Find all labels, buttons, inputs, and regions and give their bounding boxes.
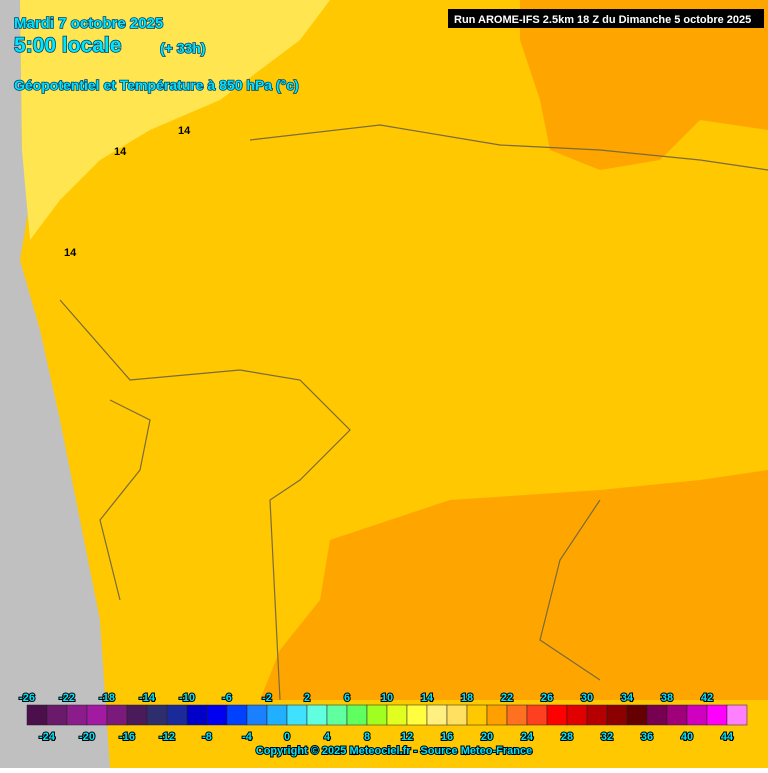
contour-label: 14 xyxy=(178,125,191,137)
scale-swatch xyxy=(206,704,228,726)
lead-time: (+ 33h) xyxy=(160,40,206,56)
scale-label: 38 xyxy=(661,692,673,704)
scale-label: 2 xyxy=(304,692,310,704)
scale-swatch xyxy=(46,704,68,726)
scale-swatch xyxy=(586,704,608,726)
scale-swatch xyxy=(606,704,628,726)
hot-zone xyxy=(520,0,768,170)
scale-label: 0 xyxy=(284,731,290,743)
scale-label: 16 xyxy=(441,731,453,743)
scale-swatch xyxy=(686,704,708,726)
scale-label: -22 xyxy=(59,692,75,704)
run-box xyxy=(448,9,764,28)
scale-swatch xyxy=(346,704,368,726)
scale-label: 14 xyxy=(421,692,434,704)
scale-swatch xyxy=(226,704,248,726)
scale-swatch xyxy=(406,704,428,726)
scale-swatch xyxy=(166,704,188,726)
scale-label: 34 xyxy=(621,692,634,704)
scale-label: -2 xyxy=(262,692,272,704)
border xyxy=(59,299,351,701)
scale-label: -4 xyxy=(242,731,253,743)
contour-label: 14 xyxy=(64,247,77,259)
scale-label: -18 xyxy=(99,692,115,704)
scale-swatch xyxy=(646,704,668,726)
scale-swatch xyxy=(626,704,648,726)
scale-label: 28 xyxy=(561,731,573,743)
scale-swatch xyxy=(726,704,748,726)
scale-swatch xyxy=(446,704,468,726)
scale-swatch xyxy=(706,704,728,726)
scale-swatch xyxy=(286,704,308,726)
hot-zone xyxy=(260,470,768,700)
scale-label: 30 xyxy=(581,692,593,704)
scale-swatch xyxy=(466,704,488,726)
field-title: Géopotentiel et Température à 850 hPa (°… xyxy=(14,77,299,93)
scale-swatch xyxy=(506,704,528,726)
scale-swatch xyxy=(246,704,268,726)
scale-swatch xyxy=(86,704,108,726)
scale-label: -24 xyxy=(39,731,56,743)
border xyxy=(99,399,151,601)
scale-label: 4 xyxy=(324,731,331,743)
scale-swatch xyxy=(126,704,148,726)
scale-label: -16 xyxy=(119,731,135,743)
scale-label: 32 xyxy=(601,731,613,743)
scale-swatch xyxy=(386,704,408,726)
copyright: Copyright © 2025 Meteociel.fr - Source M… xyxy=(256,745,532,757)
scale-swatch xyxy=(266,704,288,726)
scale-swatch xyxy=(66,704,88,726)
scale-swatch xyxy=(186,704,208,726)
scale-label: 26 xyxy=(541,692,553,704)
scale-swatch xyxy=(366,704,388,726)
border xyxy=(539,499,601,681)
scale-label: 10 xyxy=(381,692,393,704)
scale-swatch xyxy=(326,704,348,726)
scale-swatch xyxy=(26,704,48,726)
scale-label: -6 xyxy=(222,692,232,704)
scale-label: 42 xyxy=(701,692,713,704)
time: 5:00 locale xyxy=(14,34,121,57)
scale-swatch xyxy=(486,704,508,726)
scale-label: -26 xyxy=(19,692,35,704)
scale-swatch xyxy=(306,704,328,726)
scale-swatch xyxy=(146,704,168,726)
scale-label: -10 xyxy=(179,692,195,704)
color-scale: -26-24-22-20-18-16-14-12-10-8-6-4-202468… xyxy=(18,691,748,744)
scale-label: -12 xyxy=(159,731,175,743)
border xyxy=(249,124,768,171)
scale-label: 12 xyxy=(401,731,413,743)
scale-label: -8 xyxy=(202,731,212,743)
scale-label: 36 xyxy=(641,731,653,743)
scale-label: 8 xyxy=(364,731,370,743)
contour-label: 14 xyxy=(114,146,127,158)
run-info: Run AROME-IFS 2.5km 18 Z du Dimanche 5 o… xyxy=(454,14,751,26)
scale-swatch xyxy=(106,704,128,726)
scale-label: 24 xyxy=(521,731,534,743)
scale-label: 20 xyxy=(481,731,493,743)
scale-swatch xyxy=(426,704,448,726)
scale-swatch xyxy=(566,704,588,726)
scale-label: -20 xyxy=(79,731,95,743)
scale-swatch xyxy=(546,704,568,726)
scale-swatch xyxy=(526,704,548,726)
scale-label: 40 xyxy=(681,731,693,743)
warm-zone xyxy=(20,0,330,240)
scale-label: -14 xyxy=(139,692,156,704)
scale-label: 44 xyxy=(721,731,734,743)
scale-swatch xyxy=(666,704,688,726)
scale-label: 22 xyxy=(501,692,513,704)
scale-label: 18 xyxy=(461,692,473,704)
scale-label: 6 xyxy=(344,692,350,704)
date: Mardi 7 octobre 2025 xyxy=(14,15,163,32)
